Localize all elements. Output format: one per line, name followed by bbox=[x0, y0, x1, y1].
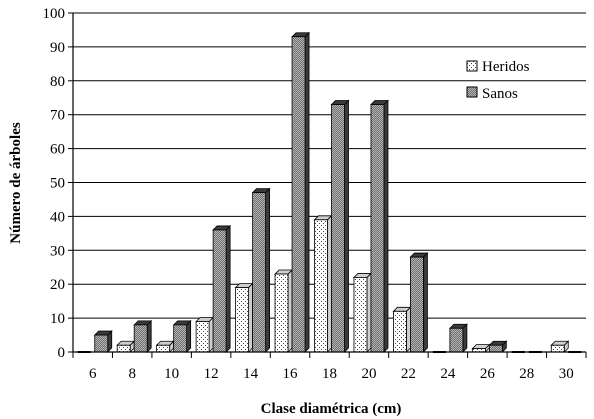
y-tick-label: 50 bbox=[50, 176, 65, 192]
legend: Heridos Sanos bbox=[466, 59, 530, 102]
bar-side bbox=[208, 316, 214, 353]
bar-front bbox=[212, 229, 227, 353]
x-tick-label: 10 bbox=[164, 366, 179, 382]
bar-heridos-14 bbox=[234, 282, 254, 353]
bar-sanos-12 bbox=[212, 224, 232, 353]
bar-front bbox=[195, 321, 210, 353]
bar-front bbox=[116, 344, 131, 353]
bar-sanos-6 bbox=[93, 330, 113, 353]
x-tick-label: 8 bbox=[128, 366, 136, 382]
bar-side bbox=[186, 319, 192, 353]
x-tick-label: 6 bbox=[89, 366, 97, 382]
bar-sanos-16 bbox=[291, 31, 311, 353]
bar-side bbox=[225, 224, 231, 353]
bar-front bbox=[314, 219, 328, 353]
bar-sanos-10 bbox=[172, 319, 192, 353]
y-tick-label: 60 bbox=[50, 142, 65, 158]
bar-sanos-20 bbox=[369, 99, 389, 353]
bar-front bbox=[173, 324, 188, 353]
bar-heridos-10 bbox=[155, 340, 175, 353]
bar-heridos-30 bbox=[550, 340, 570, 353]
y-tick-label: 30 bbox=[50, 243, 65, 259]
x-tick-label: 12 bbox=[204, 366, 219, 382]
bar-front bbox=[291, 36, 306, 353]
y-axis-ticks: 0 10 20 30 40 50 60 70 80 90 100 bbox=[43, 6, 73, 361]
bar-front bbox=[235, 287, 249, 353]
axes bbox=[72, 13, 586, 353]
y-tick-label: 20 bbox=[50, 277, 65, 293]
x-tick-label: 14 bbox=[243, 366, 259, 382]
bar-sanos-26 bbox=[488, 340, 508, 353]
bar-front bbox=[252, 192, 266, 353]
bar-side bbox=[383, 99, 389, 353]
legend-swatch-heridos bbox=[466, 60, 478, 72]
legend-swatch-sanos bbox=[466, 86, 478, 98]
x-tick-label: 18 bbox=[322, 366, 337, 382]
bar-heridos-22 bbox=[392, 306, 412, 353]
bar-side bbox=[287, 269, 293, 353]
y-tick-label: 10 bbox=[50, 311, 65, 327]
bar-side bbox=[146, 319, 152, 353]
bar-side bbox=[423, 252, 428, 353]
y-tick-label: 80 bbox=[50, 74, 65, 90]
x-axis-ticks: 6 8 10 12 14 16 18 20 22 24 26 28 30 bbox=[72, 352, 587, 382]
x-tick-label: 26 bbox=[480, 366, 496, 382]
bar-front bbox=[488, 344, 503, 353]
gridlines bbox=[73, 12, 586, 319]
bar-heridos-18 bbox=[313, 214, 333, 353]
bar-sanos-14 bbox=[251, 187, 271, 353]
bar-front bbox=[94, 334, 109, 353]
x-tick-label: 28 bbox=[519, 366, 534, 382]
bar-front bbox=[370, 104, 385, 353]
bar-front bbox=[156, 344, 171, 353]
x-tick-label: 24 bbox=[440, 366, 456, 382]
x-axis-title: Clase diamétrica (cm) bbox=[261, 401, 402, 417]
bar-side bbox=[366, 272, 372, 353]
bars bbox=[77, 31, 582, 353]
bar-front bbox=[274, 273, 289, 353]
x-tick-label: 20 bbox=[361, 366, 376, 382]
bar-sanos-8 bbox=[133, 319, 153, 353]
bar-heridos-20 bbox=[352, 272, 372, 353]
bar-sanos-24 bbox=[448, 323, 468, 353]
bar-front bbox=[353, 277, 368, 353]
y-tick-label: 90 bbox=[50, 40, 65, 56]
y-tick-label: 40 bbox=[50, 209, 65, 225]
bar-front bbox=[410, 256, 424, 353]
legend-label-sanos: Sanos bbox=[482, 86, 518, 102]
bar-front bbox=[331, 104, 345, 353]
y-tick-label: 100 bbox=[43, 6, 66, 22]
y-tick-label: 70 bbox=[50, 108, 65, 124]
bar-front bbox=[393, 310, 407, 353]
bar-heridos-8 bbox=[116, 340, 136, 353]
bar-front bbox=[133, 324, 148, 353]
bar-heridos-26 bbox=[471, 343, 491, 353]
bar-heridos-16 bbox=[274, 269, 294, 353]
y-tick-label: 0 bbox=[58, 345, 66, 361]
bar-side bbox=[327, 214, 332, 353]
bar-front bbox=[550, 344, 565, 353]
x-tick-label: 22 bbox=[401, 366, 416, 382]
bar-side bbox=[304, 31, 310, 353]
bar-side bbox=[265, 187, 270, 353]
bar-front bbox=[449, 327, 464, 353]
x-tick-label: 16 bbox=[283, 366, 299, 382]
bar-side bbox=[406, 306, 411, 353]
bar-side bbox=[462, 323, 468, 353]
bar-side bbox=[344, 99, 349, 353]
legend-label-heridos: Heridos bbox=[482, 59, 530, 75]
bar-sanos-22 bbox=[409, 252, 429, 353]
bar-sanos-18 bbox=[330, 99, 350, 353]
bar-side bbox=[248, 282, 253, 353]
x-tick-label: 30 bbox=[559, 366, 574, 382]
y-axis-title: Número de árboles bbox=[8, 122, 24, 244]
bar-heridos-12 bbox=[195, 316, 215, 353]
